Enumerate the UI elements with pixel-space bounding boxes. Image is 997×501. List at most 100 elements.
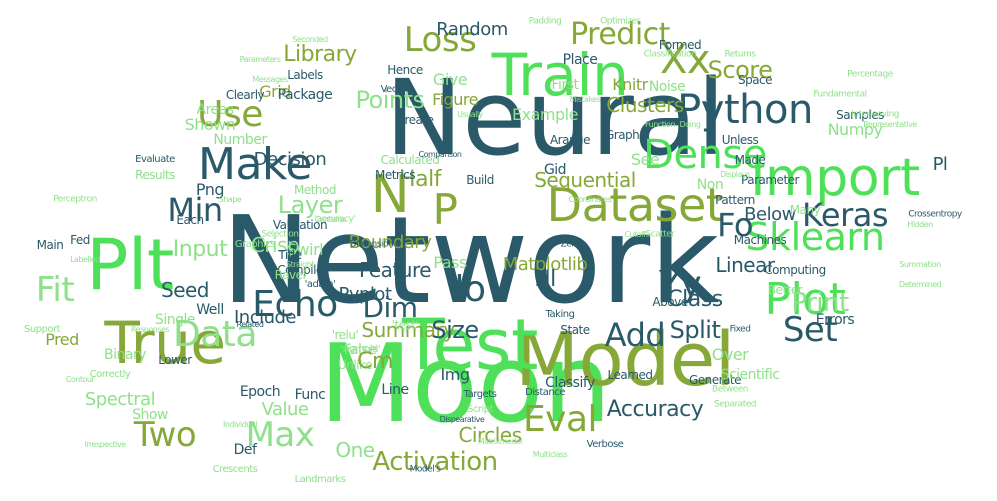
word-python: Python xyxy=(677,87,813,133)
word-input: Input xyxy=(172,237,228,262)
word-classification: Classification xyxy=(643,49,697,60)
word-gid: Gid xyxy=(543,162,567,178)
word-machines: Machines xyxy=(733,233,787,247)
word-graphics: Graphics xyxy=(234,239,276,250)
word-numpy: Numpy xyxy=(827,120,883,139)
word-pred: Pred xyxy=(45,330,79,349)
word-function: Function xyxy=(644,120,676,129)
word-number: Number xyxy=(213,132,267,148)
word-title: Title xyxy=(278,248,302,262)
word-model-s: Model's xyxy=(409,464,441,475)
word-size: Size xyxy=(431,316,479,344)
word-sigmoid: 'sigmoid' xyxy=(339,344,381,355)
word-formed: Formed xyxy=(658,38,702,52)
word-labels: Labels xyxy=(287,68,323,82)
word-fo: Fo xyxy=(717,206,753,244)
word-seed: Seed xyxy=(161,278,210,302)
word-non: Non xyxy=(696,177,724,193)
word-cutoff: Cutoff xyxy=(624,230,646,239)
word-layer: Layer xyxy=(277,191,343,219)
word-linear: Linear xyxy=(715,253,775,277)
word-sequential: Sequential xyxy=(534,168,636,192)
word-above: Above xyxy=(652,295,688,309)
word-nl: Nl xyxy=(534,267,556,292)
word-train: Train xyxy=(491,41,629,109)
word-script: Script xyxy=(466,404,494,415)
word-pyplot: Pyplot xyxy=(338,284,392,305)
word-predict: Predict xyxy=(570,17,670,52)
word-learned: Learned xyxy=(607,368,653,382)
word-line: Line xyxy=(381,382,409,398)
word-xx: Xx xyxy=(659,37,711,83)
word-false: False xyxy=(343,342,377,358)
word-between: Between xyxy=(712,384,748,395)
word-over: Over xyxy=(711,345,749,364)
word-fed: Fed xyxy=(70,233,90,247)
word-figure: Figure xyxy=(432,90,478,109)
word-optimizer: Optimizer xyxy=(600,16,640,27)
word-yy: Yy xyxy=(658,264,702,305)
word-use: Use xyxy=(197,94,263,135)
word-points: Points xyxy=(355,86,425,114)
word-knitr: Knitr xyxy=(612,75,648,94)
word-compile: Compile xyxy=(277,263,323,277)
word-multiclass: Multiclass xyxy=(532,450,568,459)
word-lo: lo xyxy=(454,269,486,310)
word-correctly: Correctly xyxy=(89,369,131,380)
word-class: Class xyxy=(667,287,723,312)
word-straight: Straight xyxy=(286,260,314,269)
word-better: Better xyxy=(767,283,803,297)
word-value: Value xyxy=(261,399,309,420)
word-eval: Eval xyxy=(522,399,598,440)
word-graphs: Graphs xyxy=(604,128,646,142)
word-crossentropy: Crossentropy xyxy=(908,209,962,220)
word-lower: Lower xyxy=(158,353,192,367)
word-circles: Circles xyxy=(458,423,522,447)
word-well: Well xyxy=(196,302,224,318)
word-arange: Arange xyxy=(549,133,591,147)
word-shape: Shape xyxy=(218,195,242,204)
word-accuracy: 'accuracy' xyxy=(314,214,356,225)
word-computing: Computing xyxy=(764,263,826,277)
word-clusters: Clusters xyxy=(606,93,684,117)
word-noise: Noise xyxy=(648,79,686,95)
word-binary: Binary xyxy=(104,347,147,363)
word-model: Model xyxy=(515,317,735,403)
word-parameters: Parameters xyxy=(239,55,281,64)
word-labelled: Labelled xyxy=(70,255,100,264)
word-state: State xyxy=(560,323,590,337)
word-selection: Selection xyxy=(261,229,299,240)
word-shown: Shown xyxy=(184,115,236,134)
word-separated: Separated xyxy=(714,399,756,410)
word-sklearn: Sklearn xyxy=(745,215,885,259)
word-metrics: Metrics xyxy=(374,168,416,182)
word-test: 'test' xyxy=(391,318,419,332)
word-loss: Loss xyxy=(403,20,477,60)
word-fundamental: Fundamental xyxy=(813,89,867,100)
word-add: Add xyxy=(604,316,666,354)
word-each: Each xyxy=(176,213,204,227)
word-example: Example xyxy=(512,105,578,124)
word-zero: Zero xyxy=(560,239,580,250)
word-main: Main xyxy=(36,238,64,252)
word-pass: Pass xyxy=(433,253,467,272)
word-unlike: Unlike xyxy=(338,358,372,372)
word-padding: Padding xyxy=(528,16,562,27)
word-usually: Usually xyxy=(457,110,483,119)
word-package: Package xyxy=(277,87,333,103)
word-library: Library xyxy=(283,42,357,67)
word-make: Make xyxy=(198,139,312,190)
word-vector: Vector xyxy=(380,84,410,95)
word-errors: Errors xyxy=(815,312,855,328)
word-swirl: Swirl xyxy=(286,240,324,259)
word-adam: 'adam' xyxy=(304,279,336,290)
word-messages: Messages xyxy=(252,75,288,84)
word-summation: Summation xyxy=(899,260,941,269)
word-single: Single xyxy=(154,312,196,328)
word-random: Random xyxy=(436,19,508,40)
word-samples: Samples xyxy=(836,108,884,122)
word-validation: Validation xyxy=(272,218,328,232)
word-activation: Activation xyxy=(372,447,498,477)
word-moon: Moon xyxy=(319,322,611,447)
